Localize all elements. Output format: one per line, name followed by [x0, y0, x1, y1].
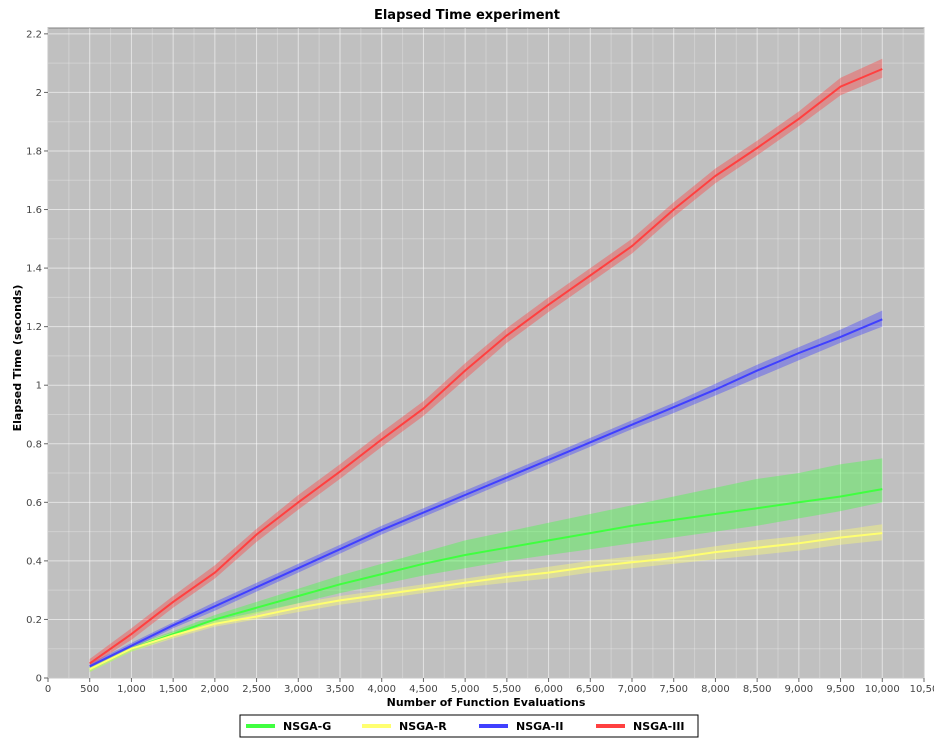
x-tick-label: 10,50 [910, 684, 934, 695]
x-tick-label: 8,000 [701, 684, 730, 695]
x-axis-label: Number of Function Evaluations [387, 696, 586, 709]
legend-label: NSGA-R [399, 720, 447, 733]
legend-label: NSGA-II [516, 720, 563, 733]
y-tick-label: 1.2 [26, 322, 42, 333]
x-axis: 0 500 1,000 1,500 2,000 2,500 3,000 3,500 4,000 4… [45, 678, 934, 695]
confidence-bands [89, 58, 883, 673]
x-tick-label: 1,000 [117, 684, 146, 695]
y-axis: 0 0.2 0.4 0.6 0.8 1 1.2 1.4 1.6 1.8 2 2.2 [26, 29, 48, 685]
series-line-nsga-ii [89, 318, 883, 668]
y-tick-label: 0.6 [26, 498, 42, 509]
x-tick-label: 7,000 [618, 684, 647, 695]
y-axis-label: Elapsed Time (seconds) [11, 285, 24, 432]
x-tick-label: 7,500 [659, 684, 688, 695]
x-tick-label: 5,000 [451, 684, 480, 695]
y-tick-label: 0.2 [26, 615, 42, 626]
band-nsga-ii [89, 310, 883, 670]
x-tick-label: 3,000 [284, 684, 313, 695]
x-tick-label: 2,000 [201, 684, 230, 695]
y-tick-label: 1.8 [26, 146, 42, 157]
x-tick-label: 1,500 [159, 684, 188, 695]
y-tick-label: 1.4 [26, 264, 42, 275]
band-nsga-g [89, 458, 883, 673]
legend-label: NSGA-G [283, 720, 331, 733]
legend-label: NSGA-III [633, 720, 685, 733]
y-tick-label: 2 [36, 88, 42, 99]
series-line-nsga-r [89, 532, 883, 671]
grid-lines [47, 28, 925, 679]
series-line-nsga-iii [89, 68, 883, 665]
legend-box [239, 714, 699, 738]
series-line-nsga-g [89, 488, 883, 671]
x-tick-label: 0 [45, 684, 51, 695]
y-tick-label: 2.2 [26, 29, 42, 40]
y-tick-label: 0.8 [26, 439, 42, 450]
band-nsga-r [89, 524, 883, 673]
y-tick-label: 1 [36, 381, 42, 392]
y-tick-label: 0.4 [26, 556, 42, 567]
x-tick-label: 9,000 [785, 684, 814, 695]
x-tick-label: 4,000 [367, 684, 396, 695]
series-lines [89, 68, 883, 671]
x-tick-label: 10,000 [865, 684, 900, 695]
x-tick-label: 5,500 [493, 684, 522, 695]
x-tick-label: 6,000 [534, 684, 563, 695]
x-tick-label: 3,500 [326, 684, 355, 695]
legend: NSGA-G NSGA-R NSGA-II NSGA-III [239, 714, 699, 738]
x-tick-label: 500 [80, 684, 99, 695]
y-tick-label: 1.6 [26, 205, 42, 216]
chart-title: Elapsed Time experiment [374, 8, 560, 23]
x-tick-label: 9,500 [826, 684, 855, 695]
x-tick-label: 2,500 [242, 684, 271, 695]
x-tick-label: 4,500 [409, 684, 438, 695]
band-nsga-iii [89, 58, 883, 667]
x-tick-label: 8,500 [743, 684, 772, 695]
y-tick-label: 0 [36, 674, 42, 685]
x-tick-label: 6,500 [576, 684, 605, 695]
